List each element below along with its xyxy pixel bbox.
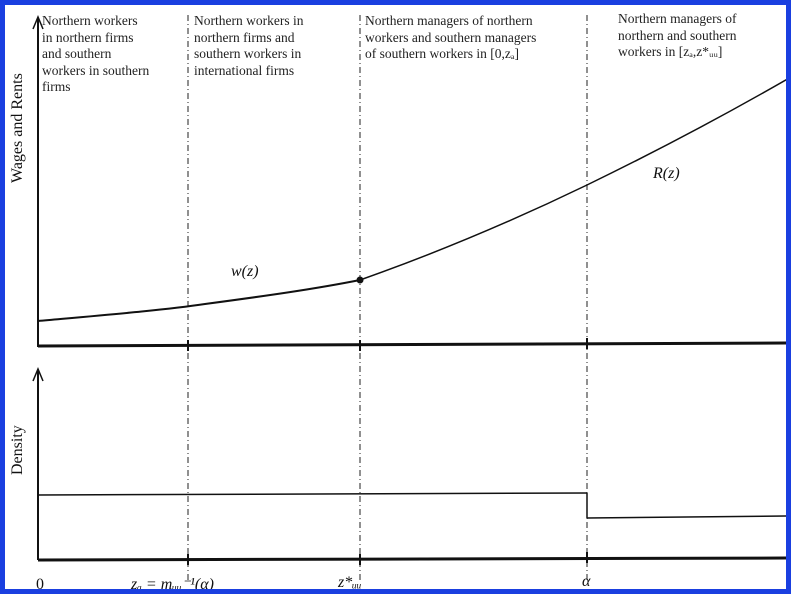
lower-x-axis	[37, 556, 786, 562]
tick-label-zstar: z*ᵤᵤ	[338, 574, 362, 591]
region-label-2: Northern workers in northern firms and s…	[194, 13, 304, 78]
rent-curve	[359, 78, 786, 281]
rent-curve-label: R(z)	[653, 165, 680, 182]
region-label-1: Northern workers in northern firms and s…	[42, 13, 150, 94]
density-low	[586, 515, 786, 519]
wage-curve	[37, 279, 361, 322]
lower-y-arrow	[32, 367, 44, 382]
region-label-4: Northern managers of northern and southe…	[618, 11, 737, 59]
wage-curve-label: w(z)	[231, 263, 259, 280]
upper-y-arrow	[32, 15, 44, 30]
upper-y-axis-title: Wages and Rents	[9, 73, 26, 183]
region-label-3: Northern managers of northern workers an…	[365, 13, 537, 61]
tick-label-za: zₐ = mᵤᵤ⁻¹(α)	[131, 576, 214, 593]
lower-y-axis-title: Density	[9, 425, 26, 475]
diagram-canvas	[32, 15, 786, 580]
tick-label-origin: 0	[36, 576, 44, 593]
upper-x-axis	[37, 341, 786, 348]
tick-label-alpha: α	[582, 573, 591, 590]
density-high	[37, 492, 588, 496]
